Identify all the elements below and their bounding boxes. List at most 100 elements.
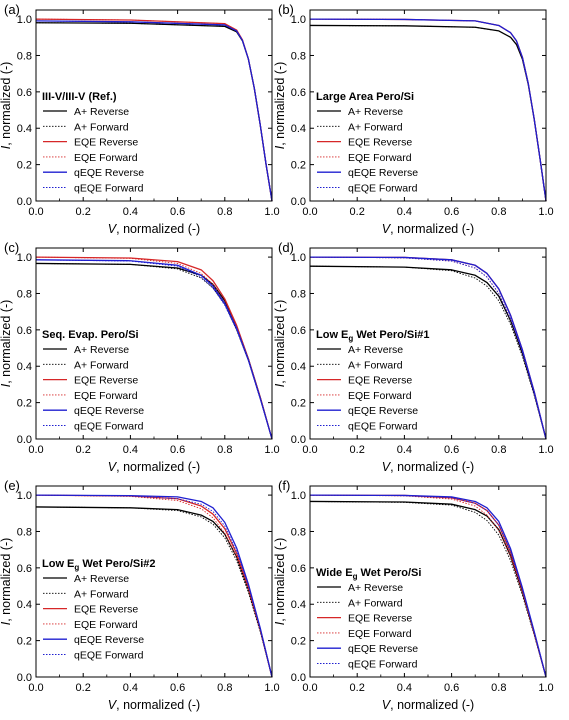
series-line-a-reverse xyxy=(35,262,273,440)
series-line-eqe-forward xyxy=(309,18,547,202)
y-axis-label-symbol: I xyxy=(0,383,13,387)
x-axis-label: V, normalized (-) xyxy=(382,698,474,712)
series-line-a-forward xyxy=(35,506,273,678)
legend-entry: A+ Forward xyxy=(348,359,403,371)
y-tick-label: 0.6 xyxy=(17,87,32,99)
legend-entry: A+ Forward xyxy=(74,588,129,600)
panel-label: (f) xyxy=(278,478,290,493)
x-tick-label: 1.0 xyxy=(264,682,279,694)
x-tick-label: 1.0 xyxy=(538,444,553,456)
x-tick-label: 0.4 xyxy=(123,682,138,694)
y-tick-label: 0.8 xyxy=(291,288,306,300)
legend-entry: A+ Reverse xyxy=(348,106,403,118)
legend-entry: EQE Forward xyxy=(74,619,138,631)
series-line-eqe-reverse xyxy=(35,18,273,202)
x-tick-label: 0.2 xyxy=(76,682,91,694)
x-tick-label: 0.0 xyxy=(28,444,43,456)
x-tick-label: 0.8 xyxy=(491,682,506,694)
panel-label: (b) xyxy=(278,2,294,17)
x-tick-label: 0.2 xyxy=(350,444,365,456)
y-axis-label: I, normalized (-) xyxy=(0,300,13,388)
series-line-eqe-reverse xyxy=(309,494,547,678)
legend-title-subscript: g xyxy=(348,334,353,343)
series-line-eqe-forward xyxy=(309,256,547,440)
x-tick-label: 0.2 xyxy=(350,206,365,218)
panel-label: (e) xyxy=(4,478,20,493)
y-tick-label: 1.0 xyxy=(17,490,32,502)
y-tick-label: 0.4 xyxy=(17,361,32,373)
legend-title-rest: Wet Pero/Si xyxy=(357,567,421,579)
legend-entry: qEQE Reverse xyxy=(348,643,418,655)
x-tick-label: 0.6 xyxy=(170,682,185,694)
legend-entry: EQE Forward xyxy=(74,152,138,164)
x-axis-label-symbol: V xyxy=(382,698,392,712)
y-tick-label: 1.0 xyxy=(291,252,306,264)
x-tick-label: 1.0 xyxy=(538,682,553,694)
x-axis-label-unit: , normalized (-) xyxy=(116,698,200,712)
series-line-eqe-forward xyxy=(35,18,273,202)
x-tick-label: 0.4 xyxy=(123,206,138,218)
x-axis-label-symbol: V xyxy=(108,222,118,236)
y-axis-label-unit: , normalized (-) xyxy=(0,300,13,384)
legend-entry: qEQE Reverse xyxy=(348,167,418,179)
x-axis-label: V, normalized (-) xyxy=(382,460,474,474)
legend-entry: A+ Forward xyxy=(348,121,403,133)
series-line-a-reverse xyxy=(309,500,547,678)
x-tick-label: 0.0 xyxy=(302,206,317,218)
legend-entry: EQE Forward xyxy=(348,152,412,164)
x-tick-label: 0.4 xyxy=(397,206,412,218)
x-axis-label: V, normalized (-) xyxy=(108,698,200,712)
panel-f: (f) 0.0 0.2 0.4 0.6 0.8 1.0 0.0 0.2 0.4 0.6 0.8 1.0 W… xyxy=(273,478,554,712)
legend-entry: EQE Reverse xyxy=(348,137,412,149)
legend-entry: EQE Reverse xyxy=(74,375,138,387)
legend-entry: qEQE Reverse xyxy=(74,634,144,646)
x-axis-label: V, normalized (-) xyxy=(108,460,200,474)
series-line-qeqe-reverse xyxy=(35,259,273,440)
y-tick-label: 0.4 xyxy=(291,361,306,373)
panel-e: (e) 0.0 0.2 0.4 0.6 0.8 1.0 0.0 0.2 0.4 0.6 0.8 1.0 L… xyxy=(0,478,280,712)
y-tick-label: 1.0 xyxy=(17,252,32,264)
y-tick-label: 0.0 xyxy=(17,672,32,684)
series-line-eqe-reverse xyxy=(35,494,273,678)
y-tick-label: 0.8 xyxy=(291,526,306,538)
x-tick-label: 0.6 xyxy=(444,444,459,456)
legend-title-subscript: g xyxy=(353,572,358,581)
y-axis-label-unit: , normalized (-) xyxy=(0,62,13,146)
x-tick-label: 1.0 xyxy=(264,206,279,218)
y-axis-label-symbol: I xyxy=(0,621,13,625)
x-tick-label: 1.0 xyxy=(264,444,279,456)
series-line-a-reverse xyxy=(35,22,273,202)
series-line-eqe-reverse xyxy=(309,256,547,440)
x-tick-label: 0.6 xyxy=(444,206,459,218)
y-tick-label: 0.0 xyxy=(17,434,32,446)
legend-entry: A+ Forward xyxy=(74,121,129,133)
y-tick-label: 0.6 xyxy=(291,563,306,575)
legend-title: Wide Eg Wet Pero/Si xyxy=(316,567,421,581)
y-axis-label: I, normalized (-) xyxy=(0,538,13,626)
legend-entry: EQE Reverse xyxy=(74,604,138,616)
x-tick-label: 0.2 xyxy=(76,206,91,218)
y-axis-label: I, normalized (-) xyxy=(273,62,287,150)
x-axis-label-symbol: V xyxy=(382,222,392,236)
y-tick-label: 0.2 xyxy=(17,160,32,172)
y-tick-label: 0.2 xyxy=(291,636,306,648)
legend-title-subscript: g xyxy=(74,563,79,572)
legend-entry: qEQE Forward xyxy=(348,183,418,195)
series-line-qeqe-reverse xyxy=(35,20,273,202)
legend-title-rest: Wet Pero/Si#1 xyxy=(353,329,429,341)
x-tick-label: 0.4 xyxy=(397,682,412,694)
y-tick-label: 1.0 xyxy=(17,14,32,26)
legend-title: Low Eg Wet Pero/Si#1 xyxy=(316,329,430,343)
y-tick-label: 0.2 xyxy=(291,160,306,172)
x-axis-label-symbol: V xyxy=(108,698,118,712)
legend-title: Low Eg Wet Pero/Si#2 xyxy=(42,558,156,572)
legend-entry: A+ Reverse xyxy=(74,106,129,118)
legend-entry: EQE Reverse xyxy=(348,375,412,387)
legend-entry: A+ Reverse xyxy=(348,344,403,356)
series-line-eqe-forward xyxy=(35,494,273,678)
y-axis-label-symbol: I xyxy=(273,621,287,625)
series-line-qeqe-reverse xyxy=(309,256,547,440)
series-line-qeqe-forward xyxy=(309,494,547,678)
legend-entry: EQE Forward xyxy=(348,390,412,402)
